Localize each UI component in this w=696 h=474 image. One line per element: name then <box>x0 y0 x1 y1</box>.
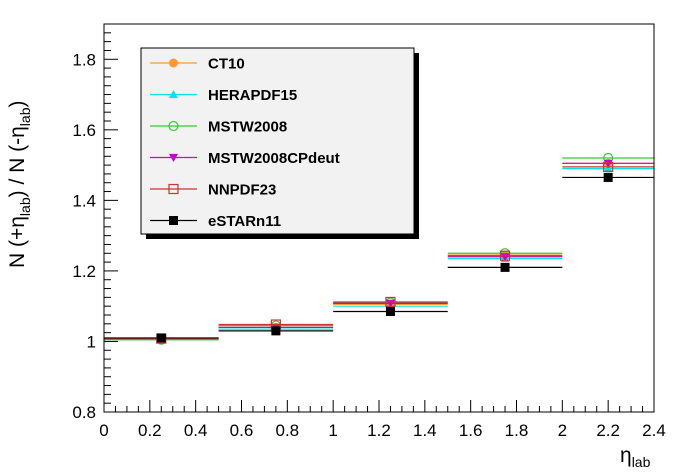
legend-marker <box>169 58 178 68</box>
data-point <box>385 296 396 308</box>
legend-marker <box>169 153 178 162</box>
legend: CT10 HERAPDF15 MSTW2008 MSTW2008CPdeut NNPDF… <box>140 47 419 239</box>
legend-marker <box>168 183 179 195</box>
legend-entry-herapdf15: HERAPDF15 <box>150 87 297 104</box>
y-tick-label: 0.8 <box>72 403 96 422</box>
data-point <box>156 333 166 343</box>
legend-label: MSTW2008 <box>208 119 287 136</box>
legend-label: eSTARn11 <box>208 213 281 230</box>
legend-label: HERAPDF15 <box>208 87 297 104</box>
x-tick-label: 0.8 <box>276 421 300 440</box>
y-tick-label: 1.8 <box>72 50 96 69</box>
legend-label: CT10 <box>208 56 245 73</box>
legend-marker <box>169 216 178 225</box>
y-axis-title: N (+ηlab) / N (-ηlab) <box>6 101 33 268</box>
legend-entry-estarn11: eSTARn11 <box>150 213 281 230</box>
legend-items: CT10 HERAPDF15 MSTW2008 MSTW2008CPdeut NNPDF… <box>150 56 340 230</box>
x-axis-title: ηlab <box>620 444 651 470</box>
legend-marker <box>169 90 178 99</box>
legend-entry-mstw2008: MSTW2008 <box>150 119 287 136</box>
x-tick-label: 1.8 <box>505 421 529 440</box>
legend-entry-mstw2008cpdeut: MSTW2008CPdeut <box>150 150 340 167</box>
x-tick-label: 2.4 <box>642 421 666 440</box>
y-axis-title-part3: ) <box>6 101 29 108</box>
y-axis-title-sub2: lab <box>17 107 33 126</box>
legend-box <box>140 47 415 235</box>
legend-label: MSTW2008CPdeut <box>208 150 340 167</box>
data-point <box>603 172 613 182</box>
x-axis-title-main: η <box>620 444 632 467</box>
x-tick-label: 1.6 <box>459 421 483 440</box>
x-tick-label: 1.2 <box>367 421 391 440</box>
y-tick-label: 1.6 <box>72 121 96 140</box>
y-tick-label: 1 <box>87 332 96 351</box>
y-axis-title-part2: ) / N (-η <box>6 126 29 197</box>
chart-marks <box>104 152 654 345</box>
x-tick-label: 1 <box>328 421 337 440</box>
data-point <box>500 262 510 272</box>
x-tick-label: 1.4 <box>413 421 437 440</box>
x-tick-label: 0 <box>99 421 108 440</box>
x-tick-label: 2.2 <box>596 421 620 440</box>
x-tick-label: 0.4 <box>184 421 208 440</box>
legend-entry-nnpdf23: NNPDF23 <box>150 182 276 199</box>
x-tick-label: 0.6 <box>230 421 254 440</box>
data-point <box>603 159 613 168</box>
data-point <box>603 164 613 173</box>
legend-entry-ct10: CT10 <box>150 56 245 73</box>
legend-marker <box>168 120 179 132</box>
data-point <box>385 306 395 316</box>
y-tick-label: 1.2 <box>72 262 96 281</box>
legend-label: NNPDF23 <box>208 182 276 199</box>
data-point <box>499 250 511 261</box>
chart-axes: 0 0.2 0.4 0.6 0.8 1 1.2 1.4 1.6 1.8 2 2.2 2.4 0.8 1 1.2… <box>72 23 666 440</box>
y-axis-title-sub1: lab <box>17 197 33 216</box>
x-tick-label: 0.2 <box>138 421 162 440</box>
y-axis-title-part1: N (+η <box>6 216 29 268</box>
y-tick-label: 1.4 <box>72 191 96 210</box>
x-axis-title-sub: lab <box>632 454 651 470</box>
series-estarn11 <box>104 172 654 343</box>
data-point <box>271 326 281 336</box>
x-tick-label: 2 <box>558 421 567 440</box>
data-point <box>603 161 614 172</box>
